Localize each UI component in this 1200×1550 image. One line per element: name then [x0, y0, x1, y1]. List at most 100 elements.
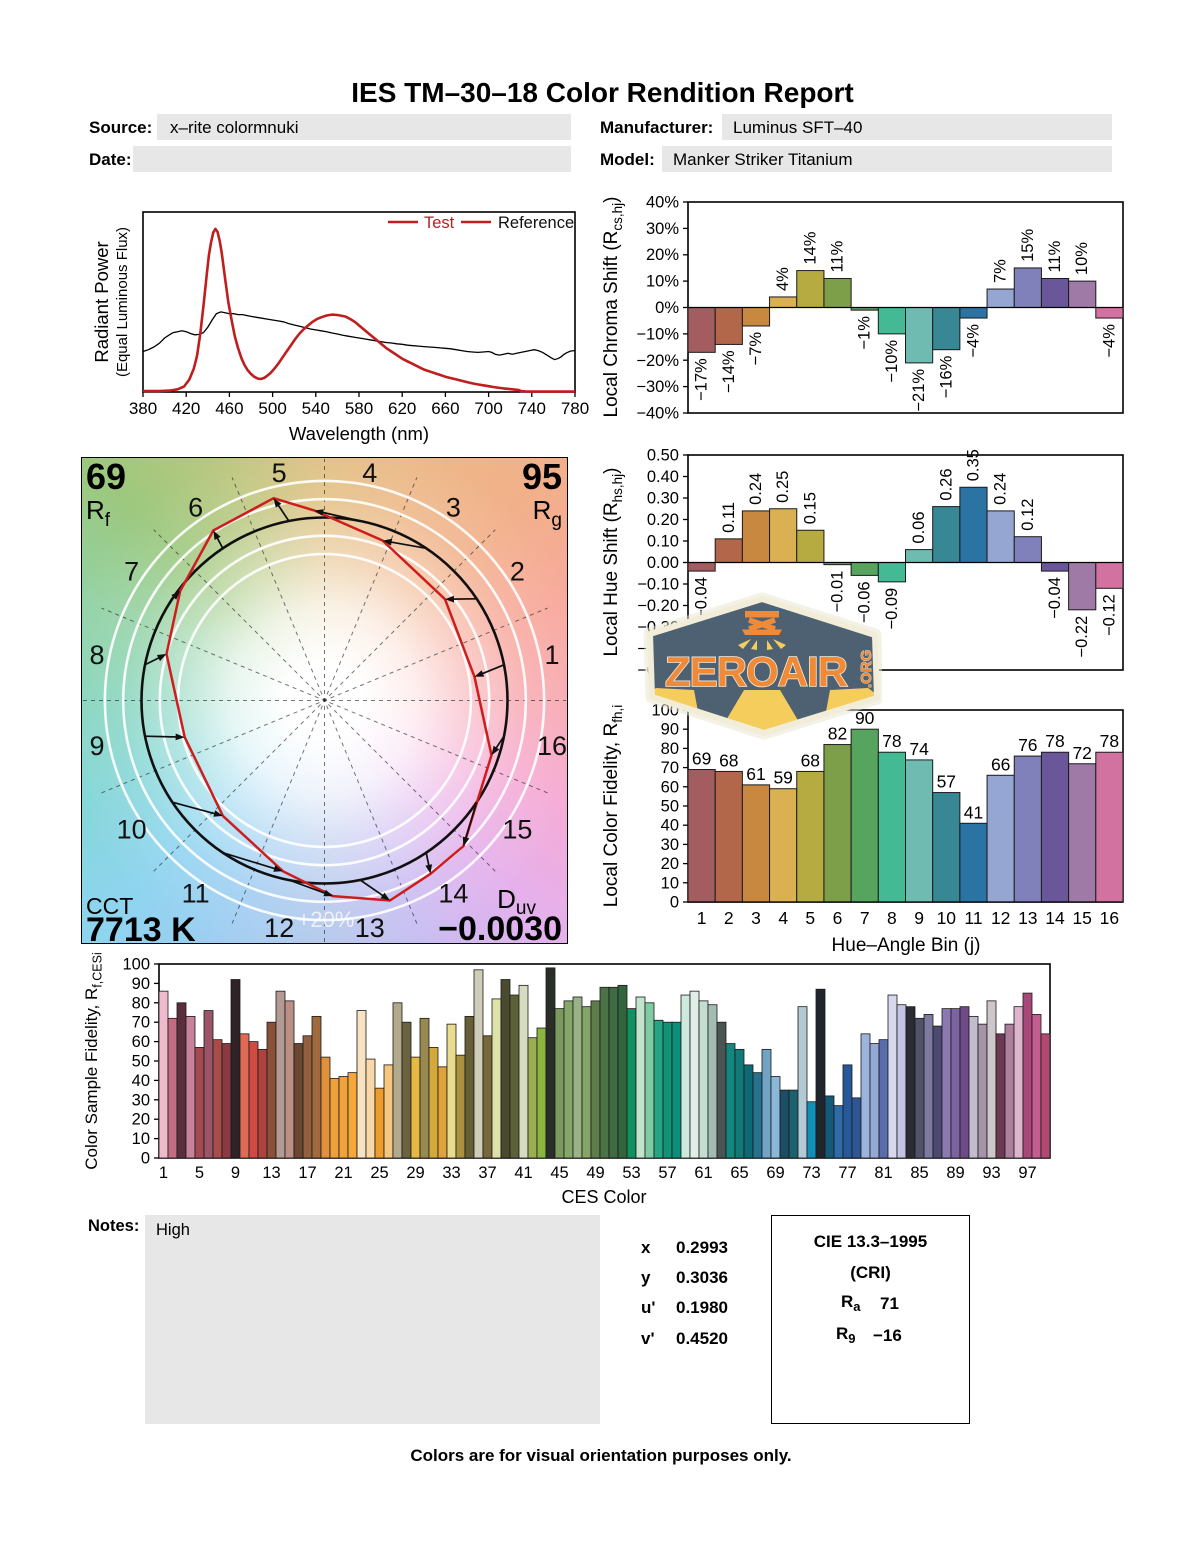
- svg-text:7713 K: 7713 K: [86, 911, 196, 944]
- svg-text:10: 10: [117, 814, 147, 844]
- svg-text:1: 1: [544, 640, 559, 670]
- svg-text:−40%: −40%: [636, 405, 679, 423]
- svg-text:0.25: 0.25: [774, 471, 792, 503]
- svg-text:420: 420: [172, 399, 200, 418]
- svg-text:16: 16: [1100, 908, 1119, 928]
- svg-text:0.06: 0.06: [910, 511, 928, 543]
- svg-text:15%: 15%: [1019, 229, 1037, 262]
- svg-text:−17%: −17%: [693, 358, 711, 401]
- svg-text:6: 6: [833, 908, 843, 928]
- svg-text:70: 70: [132, 1014, 150, 1032]
- svg-text:−0.20: −0.20: [637, 597, 679, 615]
- svg-text:0.10: 0.10: [647, 533, 679, 551]
- svg-text:5: 5: [272, 458, 287, 488]
- svg-text:−0.06: −0.06: [856, 581, 874, 623]
- svg-text:1: 1: [159, 1164, 168, 1182]
- svg-text:7%: 7%: [992, 259, 1010, 283]
- svg-text:12: 12: [264, 913, 294, 943]
- svg-text:90: 90: [661, 721, 679, 739]
- svg-text:69: 69: [86, 457, 126, 497]
- svg-text:69: 69: [766, 1164, 784, 1182]
- svg-text:−0.12: −0.12: [1100, 594, 1118, 636]
- svg-text:Duv: Duv: [497, 884, 536, 919]
- svg-text:61: 61: [694, 1164, 712, 1182]
- svg-text:78: 78: [882, 731, 901, 751]
- svg-text:13: 13: [355, 913, 385, 943]
- svg-text:49: 49: [586, 1164, 604, 1182]
- svg-text:660: 660: [431, 399, 459, 418]
- svg-text:100: 100: [122, 956, 150, 974]
- svg-text:41: 41: [964, 802, 983, 822]
- svg-text:89: 89: [946, 1164, 964, 1182]
- svg-text:78: 78: [1045, 731, 1064, 751]
- svg-text:72: 72: [1072, 743, 1091, 763]
- svg-text:61: 61: [746, 764, 765, 784]
- svg-text:33: 33: [442, 1164, 460, 1182]
- svg-text:50: 50: [132, 1053, 150, 1071]
- svg-text:37: 37: [478, 1164, 496, 1182]
- svg-text:0%: 0%: [655, 299, 679, 317]
- svg-text:0.11: 0.11: [720, 502, 738, 533]
- svg-text:90: 90: [132, 975, 150, 993]
- svg-text:.ORG: .ORG: [858, 650, 875, 688]
- svg-text:2: 2: [724, 908, 734, 928]
- svg-text:20: 20: [132, 1111, 150, 1129]
- svg-text:14: 14: [438, 878, 468, 908]
- svg-text:580: 580: [345, 399, 373, 418]
- svg-text:0: 0: [670, 894, 679, 912]
- svg-text:76: 76: [1018, 735, 1037, 755]
- svg-text:Local Chroma Shift (Rcs,hj): Local Chroma Shift (Rcs,hj): [601, 197, 625, 418]
- svg-text:−14%: −14%: [720, 350, 738, 393]
- svg-text:460: 460: [215, 399, 243, 418]
- svg-text:−30%: −30%: [636, 378, 679, 396]
- svg-text:8: 8: [89, 640, 104, 670]
- svg-text:−4%: −4%: [1100, 324, 1118, 358]
- svg-text:81: 81: [874, 1164, 892, 1182]
- svg-text:−0.22: −0.22: [1073, 616, 1091, 658]
- svg-text:68: 68: [801, 750, 820, 770]
- svg-text:77: 77: [838, 1164, 856, 1182]
- svg-text:29: 29: [406, 1164, 424, 1182]
- svg-text:7: 7: [124, 557, 139, 587]
- svg-text:80: 80: [661, 740, 679, 758]
- svg-text:40: 40: [661, 817, 679, 835]
- svg-text:95: 95: [522, 457, 562, 497]
- svg-text:Radiant Power: Radiant Power: [91, 241, 112, 362]
- svg-text:−20%: −20%: [636, 352, 679, 370]
- svg-text:3: 3: [446, 493, 461, 523]
- svg-text:65: 65: [730, 1164, 748, 1182]
- svg-text:Local Color Fidelity, Rfh,i: Local Color Fidelity, Rfh,i: [601, 705, 625, 907]
- svg-text:1: 1: [697, 908, 707, 928]
- svg-text:9: 9: [231, 1164, 240, 1182]
- svg-text:−21%: −21%: [910, 369, 928, 412]
- svg-text:−7%: −7%: [747, 332, 765, 366]
- svg-text:4: 4: [778, 908, 788, 928]
- svg-text:−0.10: −0.10: [637, 576, 679, 594]
- svg-text:13: 13: [1018, 908, 1037, 928]
- svg-text:Local Hue Shift (Rhs,hj): Local Hue Shift (Rhs,hj): [601, 467, 625, 656]
- svg-text:0.20: 0.20: [647, 511, 679, 529]
- svg-text:41: 41: [514, 1164, 532, 1182]
- svg-text:−1%: −1%: [856, 316, 874, 350]
- svg-text:15: 15: [1072, 908, 1091, 928]
- svg-text:ZEROAIR: ZEROAIR: [665, 648, 848, 695]
- svg-text:10%: 10%: [646, 273, 679, 291]
- svg-text:53: 53: [622, 1164, 640, 1182]
- svg-text:−16%: −16%: [937, 355, 955, 398]
- svg-text:40%: 40%: [646, 194, 679, 212]
- svg-text:Rg: Rg: [533, 495, 562, 531]
- svg-text:4%: 4%: [774, 267, 792, 291]
- svg-text:0.30: 0.30: [647, 490, 679, 508]
- svg-text:13: 13: [262, 1164, 280, 1182]
- svg-text:8: 8: [887, 908, 897, 928]
- svg-text:20: 20: [661, 855, 679, 873]
- svg-text:5: 5: [195, 1164, 204, 1182]
- svg-text:11%: 11%: [1046, 240, 1064, 272]
- svg-text:0.12: 0.12: [1019, 499, 1037, 531]
- svg-text:9: 9: [914, 908, 924, 928]
- svg-text:70: 70: [661, 759, 679, 777]
- svg-text:57: 57: [658, 1164, 676, 1182]
- svg-text:45: 45: [550, 1164, 568, 1182]
- svg-text:0.24: 0.24: [992, 473, 1010, 505]
- svg-text:80: 80: [132, 994, 150, 1012]
